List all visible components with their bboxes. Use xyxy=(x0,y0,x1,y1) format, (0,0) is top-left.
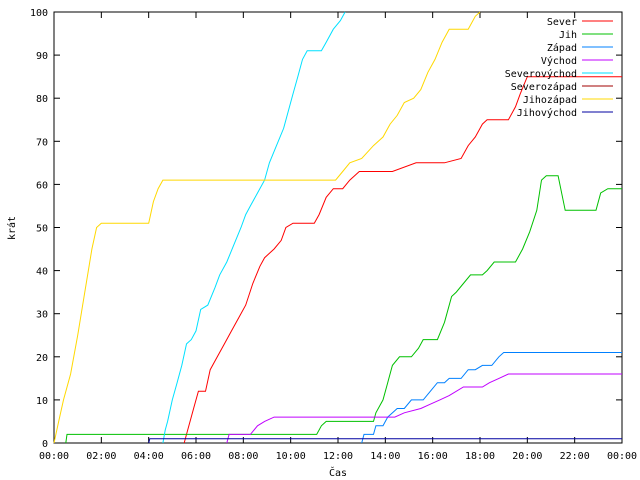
y-tick-label: 30 xyxy=(36,310,48,321)
x-tick-label: 10:00 xyxy=(276,451,306,462)
x-tick-label: 04:00 xyxy=(134,451,164,462)
x-tick-label: 00:00 xyxy=(607,451,637,462)
legend-label: Jih xyxy=(559,30,577,41)
y-tick-label: 60 xyxy=(36,180,48,191)
y-tick-label: 70 xyxy=(36,137,48,148)
series-line-7 xyxy=(53,11,481,444)
y-tick-label: 10 xyxy=(36,396,48,407)
legend-label: Jihovýchod xyxy=(517,107,577,119)
series-line-4 xyxy=(226,373,622,444)
y-axis-label: krát xyxy=(6,216,18,240)
x-tick-label: 00:00 xyxy=(39,451,69,462)
legend-label: Severovýchod xyxy=(505,68,577,80)
x-tick-label: 02:00 xyxy=(86,451,116,462)
y-tick-label: 100 xyxy=(30,8,48,19)
x-tick-label: 06:00 xyxy=(181,451,211,462)
legend-label: Jihozápad xyxy=(523,94,577,106)
series-layer xyxy=(53,11,622,444)
legend-label: Západ xyxy=(547,42,577,54)
x-tick-label: 18:00 xyxy=(465,451,495,462)
y-tick-label: 40 xyxy=(36,267,48,278)
series-line-2 xyxy=(65,175,622,444)
axis-ticks: 0 10 20 30 40 50 60 70 80 90 100 00:00 02:00 04:00 06:… xyxy=(30,8,637,462)
x-tick-label: 16:00 xyxy=(418,451,448,462)
x-tick-label: 20:00 xyxy=(512,451,542,462)
series-line-3 xyxy=(361,352,622,444)
y-tick-label: 20 xyxy=(36,353,48,364)
x-axis-label: Čas xyxy=(329,466,347,479)
legend-label: Sever xyxy=(547,17,577,28)
y-tick-label: 50 xyxy=(36,224,48,235)
series-line-5 xyxy=(162,11,346,444)
y-tick-label: 80 xyxy=(36,94,48,105)
y-tick-label: 90 xyxy=(36,51,48,62)
plot-area xyxy=(53,11,623,444)
legend-label: Východ xyxy=(541,55,577,67)
x-tick-label: 08:00 xyxy=(228,451,258,462)
y-tick-label: 0 xyxy=(42,439,48,450)
x-tick-label: 22:00 xyxy=(560,451,590,462)
x-tick-label: 14:00 xyxy=(370,451,400,462)
x-tick-label: 12:00 xyxy=(323,451,353,462)
legend: Sever JihZápadVýchodSeverovýchodSeverozáp… xyxy=(505,17,613,119)
series-line-1 xyxy=(183,76,622,444)
series-line-8 xyxy=(148,438,622,444)
legend-label: Severozápad xyxy=(511,81,577,93)
